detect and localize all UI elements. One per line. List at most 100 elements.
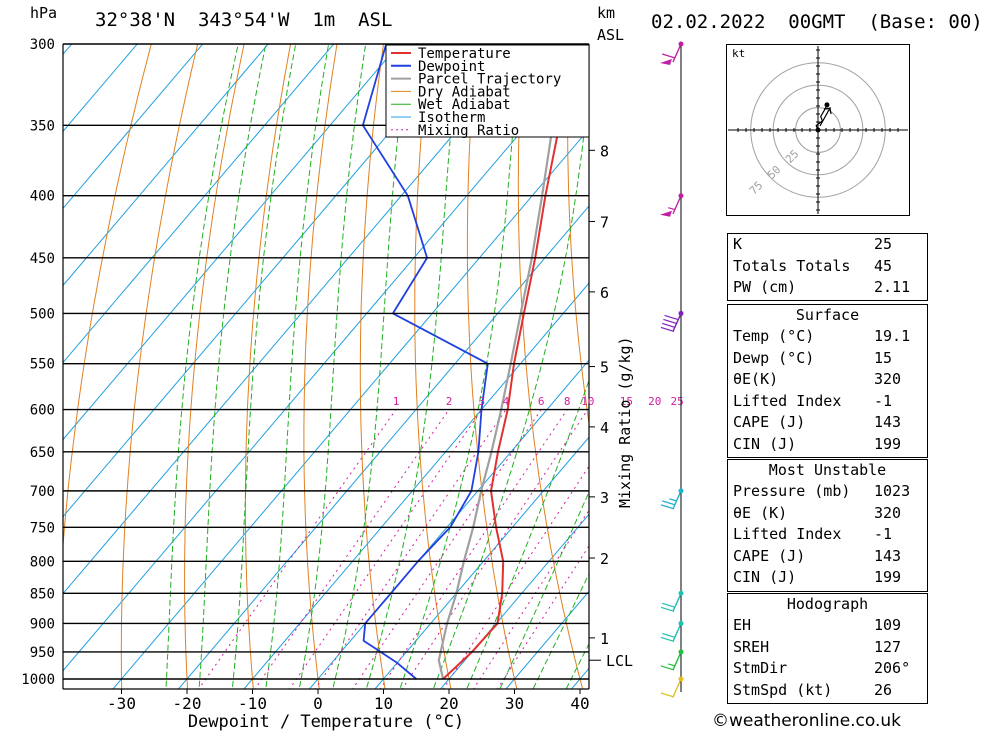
table-row-label: StmDir [733, 659, 788, 678]
wet-adiabat-line [265, 44, 330, 689]
wind-barb-staff [672, 313, 682, 332]
pressure-tick-label: 950 [30, 645, 55, 661]
km-tick-label: 6 [600, 284, 609, 302]
table-row-value: 2.11 [874, 278, 911, 297]
wet-adiabat-line [532, 572, 589, 689]
lcl-label: LCL [606, 652, 633, 670]
hodograph-title: Hodograph [786, 595, 869, 613]
table-row: EH 109 [728, 615, 927, 637]
x-tick-label: 10 [374, 694, 393, 713]
wind-barb-staff [672, 678, 682, 698]
wind-barb-full [660, 636, 675, 643]
mixing-ratio-label: 10 [581, 395, 594, 408]
x-tick-label: 40 [570, 694, 589, 713]
wind-barb-staff [672, 43, 682, 63]
table-row-label: EH [733, 616, 752, 634]
table-row-label: CIN (J) [733, 434, 797, 453]
pressure-tick-label: 500 [30, 306, 55, 322]
wind-barb-pennant [660, 210, 672, 217]
table-row: CIN (J) 199 [728, 434, 927, 456]
mixing-ratio-line [314, 409, 507, 689]
x-tick-label: -30 [107, 694, 136, 713]
wet-adiabat-line [198, 44, 267, 689]
wind-barb [660, 623, 682, 643]
mixing-ratio-label: 8 [564, 395, 571, 408]
wind-barb-half [669, 498, 677, 502]
mixing-ratio-line [442, 465, 589, 689]
legend-label: Wet Adiabat [418, 97, 511, 113]
wind-barb-full [662, 500, 676, 506]
x-tick-label: -10 [238, 694, 267, 713]
dry-adiabat-line [978, 0, 1000, 705]
wind-barb-half [668, 207, 676, 211]
table-row-value: 143 [874, 546, 902, 565]
table-row-value: 127 [874, 637, 902, 656]
table-row-label: SREH [733, 637, 770, 656]
storm-motion-arrow [819, 107, 832, 127]
table-row-label: CAPE (J) [733, 413, 806, 432]
table-row-value: 320 [874, 370, 902, 389]
table-row: K 25 [728, 234, 927, 256]
wind-barb-full [663, 318, 677, 324]
most-unstable-table: Most Unstable Pressure (mb) 1023 θE (K) 320… [727, 459, 928, 592]
mixing-ratio-label: 3 [479, 395, 486, 408]
pressure-tick-label: 1000 [21, 672, 55, 688]
table-row-value: 15 [874, 348, 893, 367]
table-row-value: 199 [874, 568, 902, 587]
table-row-value: 206° [874, 659, 911, 678]
footer-credit[interactable]: ©weatheronline.co.uk [712, 711, 902, 731]
mixing-ratio-line [288, 409, 483, 689]
table-row: SREH 127 [728, 637, 927, 659]
table-row-value: 25 [874, 235, 893, 253]
asl-unit-label: ASL [597, 26, 625, 44]
pressure-tick-label: 900 [30, 616, 55, 632]
indices-table: K 25 Totals Totals 45 PW (cm) 2.11 [727, 233, 928, 301]
table-row-value: 1023 [874, 482, 911, 500]
table-row: CAPE (J) 143 [728, 546, 927, 568]
surface-title: Surface [795, 306, 860, 324]
table-row: Lifted Index -1 [728, 391, 927, 413]
legend-label: Dry Adiabat [418, 84, 511, 100]
table-row-label: CAPE (J) [733, 546, 806, 565]
mixing-ratio-line [472, 509, 589, 689]
surface-table: Surface Temp (°C) 19.1 Dewp (°C) 15 θE(K) 320… [727, 304, 928, 458]
dry-adiabat-line [303, 44, 338, 689]
wind-barb [660, 43, 682, 65]
dry-adiabat-line [184, 44, 245, 689]
table-row-label: Pressure (mb) [733, 482, 851, 500]
location-title: 32°38'N 343°54'W 1m ASL [95, 9, 393, 31]
pressure-tick-label: 550 [30, 357, 55, 373]
table-row-value: 26 [874, 680, 893, 699]
km-tick-label: 7 [600, 213, 609, 231]
wind-barb-full [662, 632, 676, 639]
pressure-tick-label: 750 [30, 520, 55, 536]
hodograph-unit-label: kt [732, 47, 745, 60]
table-row: StmSpd (kt) 26 [728, 680, 927, 702]
wind-barb-half [668, 663, 676, 667]
table-row-value: 45 [874, 256, 893, 275]
table-row: θE(K) 320 [728, 369, 927, 391]
wind-barb-staff [672, 592, 682, 612]
pressure-tick-label: 300 [30, 37, 55, 53]
table-row: Dewp (°C) 15 [728, 348, 927, 370]
table-row-value: 143 [874, 413, 902, 432]
hodograph-end-dot [824, 102, 830, 108]
wind-barb-full [664, 314, 678, 320]
wind-barb-full [662, 602, 676, 608]
pressure-tick-label: 350 [30, 118, 55, 134]
wet-adiabat-line [298, 44, 367, 689]
isotherm-line [243, 282, 589, 689]
mixing-ratio-line [496, 545, 589, 689]
wind-barb [660, 678, 682, 698]
pressure-tick-label: 450 [30, 251, 55, 267]
wind-barb-staff [672, 623, 682, 642]
mixing-ratio-label: 25 [671, 395, 684, 408]
pressure-tick-label: 800 [30, 554, 55, 570]
table-row-label: Lifted Index [733, 525, 842, 544]
wind-barb-full [662, 53, 676, 59]
table-row-value: 109 [874, 616, 902, 634]
wind-barb-full [662, 322, 676, 328]
table-row: Pressure (mb) 1023 [728, 481, 927, 503]
